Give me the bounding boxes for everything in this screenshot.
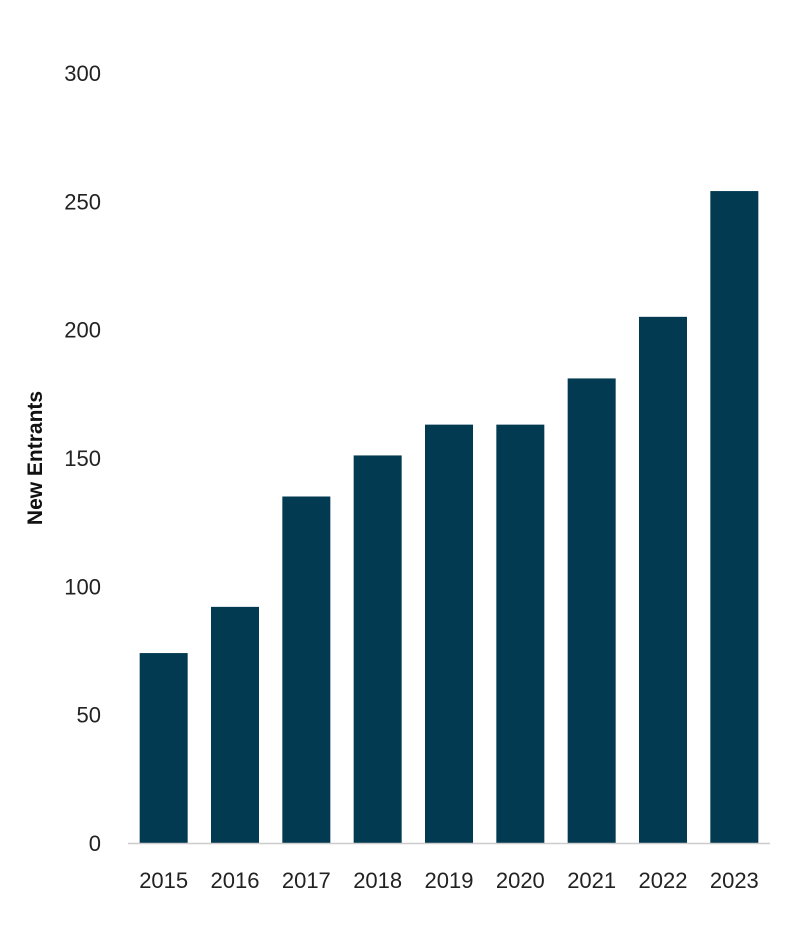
y-tick-label: 150 [64, 446, 101, 471]
x-axis-ticks: 2015 2016 2017 2018 2019 2020 2021 2022 2023 [139, 868, 759, 893]
bar-2018 [353, 455, 402, 843]
bar-2017 [282, 496, 331, 843]
bar-2020 [496, 424, 545, 843]
x-tick-label: 2016 [211, 868, 260, 893]
x-tick-label: 2022 [639, 868, 688, 893]
bar-2016 [211, 606, 259, 843]
bar-2022 [639, 316, 687, 843]
y-tick-label: 0 [89, 831, 101, 856]
y-tick-label: 50 [77, 703, 101, 728]
y-tick-label: 300 [64, 61, 101, 86]
y-tick-label: 200 [64, 318, 101, 343]
y-axis-title: New Entrants [24, 391, 47, 525]
x-tick-label: 2018 [353, 868, 402, 893]
x-tick-label: 2015 [139, 868, 188, 893]
x-tick-label: 2020 [496, 868, 545, 893]
y-tick-label: 250 [64, 189, 101, 214]
bar-2021 [567, 378, 616, 843]
y-tick-label: 100 [64, 574, 101, 599]
x-tick-label: 2019 [425, 868, 474, 893]
bar-2023 [710, 191, 759, 844]
bar-2015 [139, 653, 188, 843]
x-tick-label: 2017 [282, 868, 331, 893]
bar-2019 [425, 424, 473, 843]
x-tick-label: 2021 [567, 868, 616, 893]
y-axis-ticks: 0 50 100 150 200 250 300 [64, 61, 101, 856]
bars [139, 191, 759, 844]
x-tick-label: 2023 [710, 868, 759, 893]
